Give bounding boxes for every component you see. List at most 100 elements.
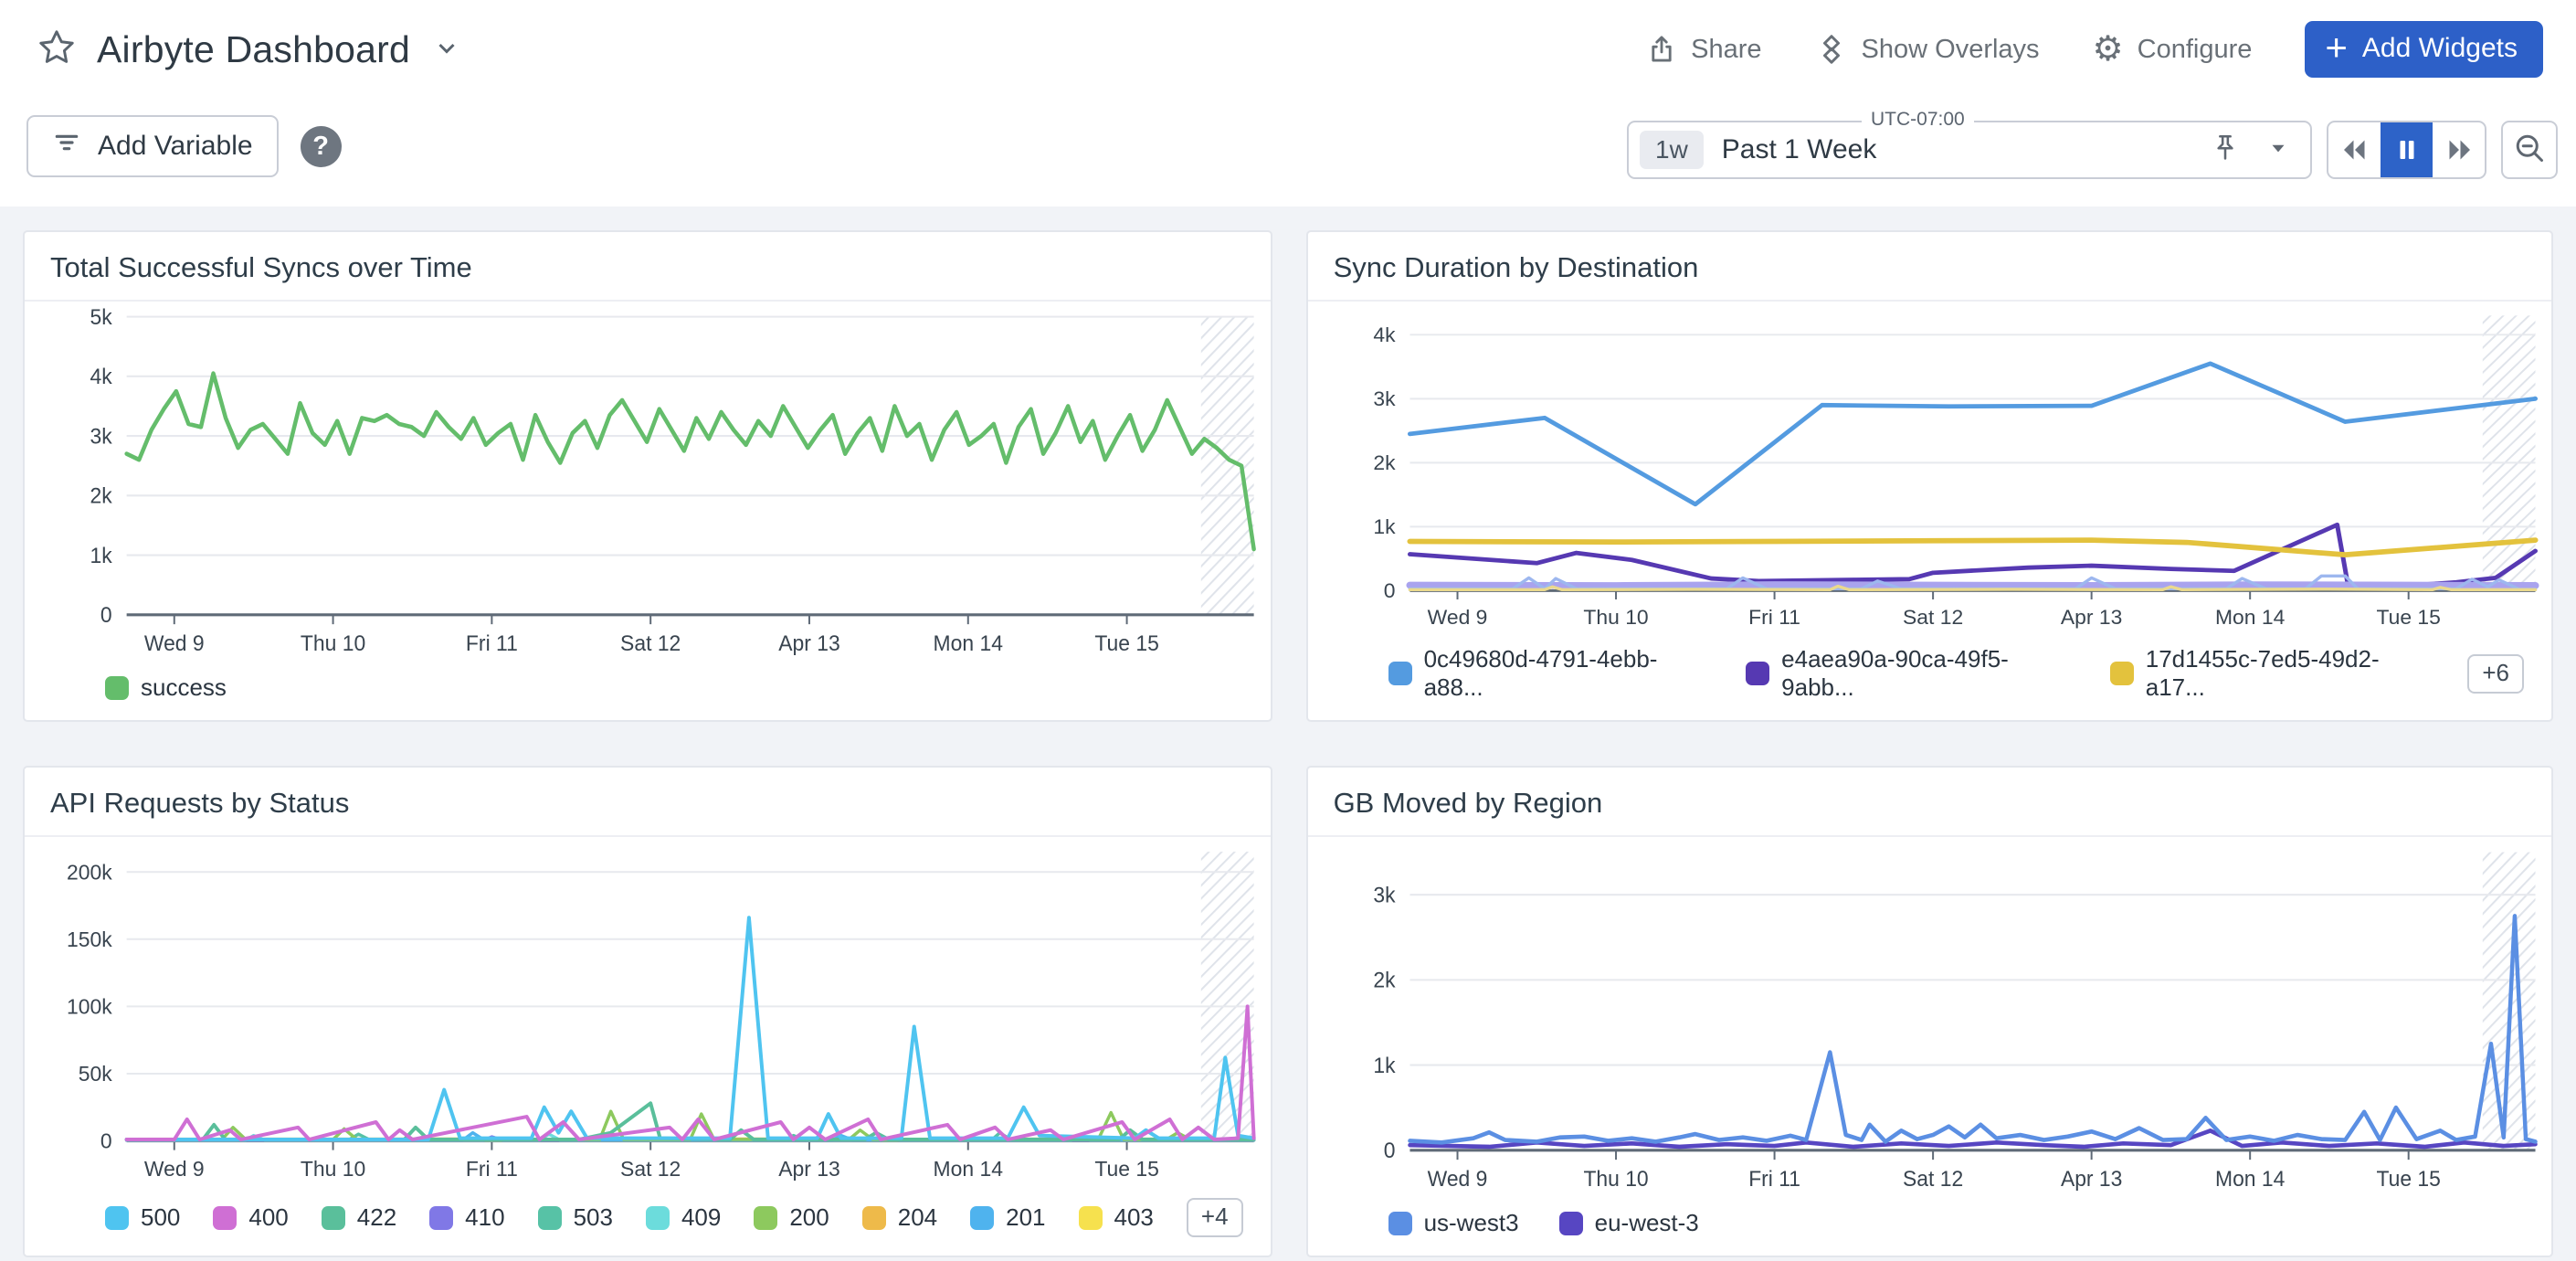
widget-title: Total Successful Syncs over Time xyxy=(25,232,1271,302)
pause-live-button[interactable] xyxy=(2381,122,2433,177)
svg-text:Fri 11: Fri 11 xyxy=(1748,1167,1800,1192)
add-widgets-button[interactable]: + Add Widgets xyxy=(2305,21,2543,78)
svg-text:3k: 3k xyxy=(1373,883,1395,907)
legend-swatch xyxy=(538,1206,562,1230)
add-widgets-label: Add Widgets xyxy=(2362,33,2518,64)
legend-item[interactable]: 403 xyxy=(1079,1203,1154,1232)
legend-label: 200 xyxy=(789,1203,829,1232)
widget-title: Sync Duration by Destination xyxy=(1308,232,2551,302)
configure-button[interactable]: ⚙ Configure xyxy=(2093,32,2253,67)
legend-total-successful-syncs: success xyxy=(25,670,1271,720)
share-button[interactable]: Share xyxy=(1646,34,1761,65)
add-variable-label: Add Variable xyxy=(98,131,253,162)
legend-item[interactable]: 201 xyxy=(970,1203,1045,1232)
legend-item[interactable]: 410 xyxy=(429,1203,504,1232)
legend-swatch xyxy=(1388,1212,1412,1235)
gear-icon: ⚙ xyxy=(2093,32,2124,67)
show-overlays-button[interactable]: Show Overlays xyxy=(1815,33,2040,66)
svg-text:Mon 14: Mon 14 xyxy=(934,1157,1004,1181)
svg-text:Thu 10: Thu 10 xyxy=(1583,1167,1648,1192)
svg-text:0: 0 xyxy=(1383,579,1395,602)
svg-text:Wed 9: Wed 9 xyxy=(144,631,205,656)
svg-text:50k: 50k xyxy=(79,1062,112,1086)
legend-item[interactable]: 503 xyxy=(538,1203,613,1232)
legend-swatch xyxy=(105,676,129,700)
svg-text:Apr 13: Apr 13 xyxy=(778,1157,840,1181)
svg-text:Sat 12: Sat 12 xyxy=(1903,606,1963,629)
legend-swatch xyxy=(105,1206,129,1230)
widget-api-requests: API Requests by Status 050k100k150k200kW… xyxy=(23,766,1272,1257)
pin-timeframe-icon[interactable] xyxy=(2210,132,2241,168)
legend-api-requests: 500 400 422 410 503 409 200 204 201 403 +4 xyxy=(25,1194,1271,1256)
svg-text:Sat 12: Sat 12 xyxy=(620,1157,681,1181)
chart-sync-duration[interactable]: 01k2k3k4kWed 9Thu 10Fri 11Sat 12Apr 13Mo… xyxy=(1308,302,2551,641)
svg-text:200k: 200k xyxy=(67,860,112,884)
range-shortcut-chip[interactable]: 1w xyxy=(1640,131,1704,169)
legend-label: 17d1455c-7ed5-49d2-a17... xyxy=(2146,645,2428,702)
time-range-picker[interactable]: UTC-07:00 1w Past 1 Week xyxy=(1627,121,2312,179)
chart-api-requests[interactable]: 050k100k150k200kWed 9Thu 10Fri 11Sat 12A… xyxy=(25,837,1271,1194)
legend-swatch xyxy=(862,1206,886,1230)
svg-text:0: 0 xyxy=(100,1129,112,1152)
legend-item[interactable]: success xyxy=(105,673,227,702)
legend-item[interactable]: 0c49680d-4791-4ebb-a88... xyxy=(1388,645,1706,702)
svg-text:4k: 4k xyxy=(90,365,111,389)
zoom-out-button[interactable] xyxy=(2501,121,2558,179)
share-label: Share xyxy=(1691,35,1761,65)
legend-swatch xyxy=(429,1206,453,1230)
legend-label: 503 xyxy=(574,1203,613,1232)
favorite-star-icon[interactable] xyxy=(37,27,77,72)
legend-label: 204 xyxy=(898,1203,937,1232)
add-variable-button[interactable]: Add Variable xyxy=(26,115,279,177)
filter-icon xyxy=(52,128,81,164)
legend-label: eu-west-3 xyxy=(1595,1209,1699,1237)
legend-swatch xyxy=(322,1206,345,1230)
legend-overflow-chip[interactable]: +4 xyxy=(1187,1198,1243,1237)
range-caret-down-icon[interactable] xyxy=(2266,136,2290,164)
legend-item[interactable]: 200 xyxy=(754,1203,829,1232)
legend-swatch xyxy=(1079,1206,1103,1230)
legend-item[interactable]: 500 xyxy=(105,1203,180,1232)
svg-text:Sat 12: Sat 12 xyxy=(620,631,681,656)
legend-item[interactable]: 400 xyxy=(213,1203,288,1232)
svg-text:2k: 2k xyxy=(90,483,111,508)
legend-item[interactable]: 409 xyxy=(646,1203,721,1232)
svg-text:Wed 9: Wed 9 xyxy=(1427,1167,1487,1192)
chart-total-successful-syncs[interactable]: 01k2k3k4k5kWed 9Thu 10Fri 11Sat 12Apr 13… xyxy=(25,302,1271,670)
time-backward-button[interactable] xyxy=(2328,122,2381,177)
svg-text:Apr 13: Apr 13 xyxy=(2060,606,2121,629)
svg-text:Apr 13: Apr 13 xyxy=(2061,1167,2122,1192)
svg-text:1k: 1k xyxy=(1373,515,1396,538)
legend-swatch xyxy=(970,1206,994,1230)
legend-swatch xyxy=(646,1206,670,1230)
svg-text:0: 0 xyxy=(1383,1139,1395,1163)
legend-label: 500 xyxy=(141,1203,180,1232)
svg-text:100k: 100k xyxy=(67,994,112,1018)
page-title: Airbyte Dashboard xyxy=(97,28,410,71)
legend-overflow-chip[interactable]: +6 xyxy=(2467,654,2524,694)
legend-item[interactable]: eu-west-3 xyxy=(1559,1209,1699,1237)
legend-item[interactable]: us-west3 xyxy=(1388,1209,1519,1237)
widget-grid: Total Successful Syncs over Time 0 1k 2k 3k… xyxy=(0,207,2576,1261)
chart-gb-moved[interactable]: 01k2k3kWed 9Thu 10Fri 11Sat 12Apr 13Mon … xyxy=(1308,837,2551,1205)
title-chevron-down-icon[interactable] xyxy=(430,31,463,69)
show-overlays-label: Show Overlays xyxy=(1862,35,2040,65)
legend-item[interactable]: 17d1455c-7ed5-49d2-a17... xyxy=(2110,645,2428,702)
time-forward-button[interactable] xyxy=(2433,122,2485,177)
legend-item[interactable]: e4aea90a-90ca-49f5-9abb... xyxy=(1746,645,2070,702)
svg-text:Thu 10: Thu 10 xyxy=(301,631,365,656)
svg-text:4k: 4k xyxy=(1373,323,1396,346)
widget-title: API Requests by Status xyxy=(25,768,1271,837)
app-header: Airbyte Dashboard Share Show Overlays ⚙ … xyxy=(0,0,2576,99)
legend-label: 422 xyxy=(357,1203,396,1232)
legend-item[interactable]: 422 xyxy=(322,1203,396,1232)
svg-text:Mon 14: Mon 14 xyxy=(934,631,1003,656)
help-icon[interactable]: ? xyxy=(301,126,342,167)
svg-text:Fri 11: Fri 11 xyxy=(466,631,518,656)
legend-label: 409 xyxy=(681,1203,721,1232)
legend-item[interactable]: 204 xyxy=(862,1203,937,1232)
svg-text:5k: 5k xyxy=(90,305,111,330)
svg-text:Thu 10: Thu 10 xyxy=(301,1157,365,1181)
range-label: Past 1 Week xyxy=(1722,134,2210,165)
svg-text:1k: 1k xyxy=(1373,1053,1395,1077)
